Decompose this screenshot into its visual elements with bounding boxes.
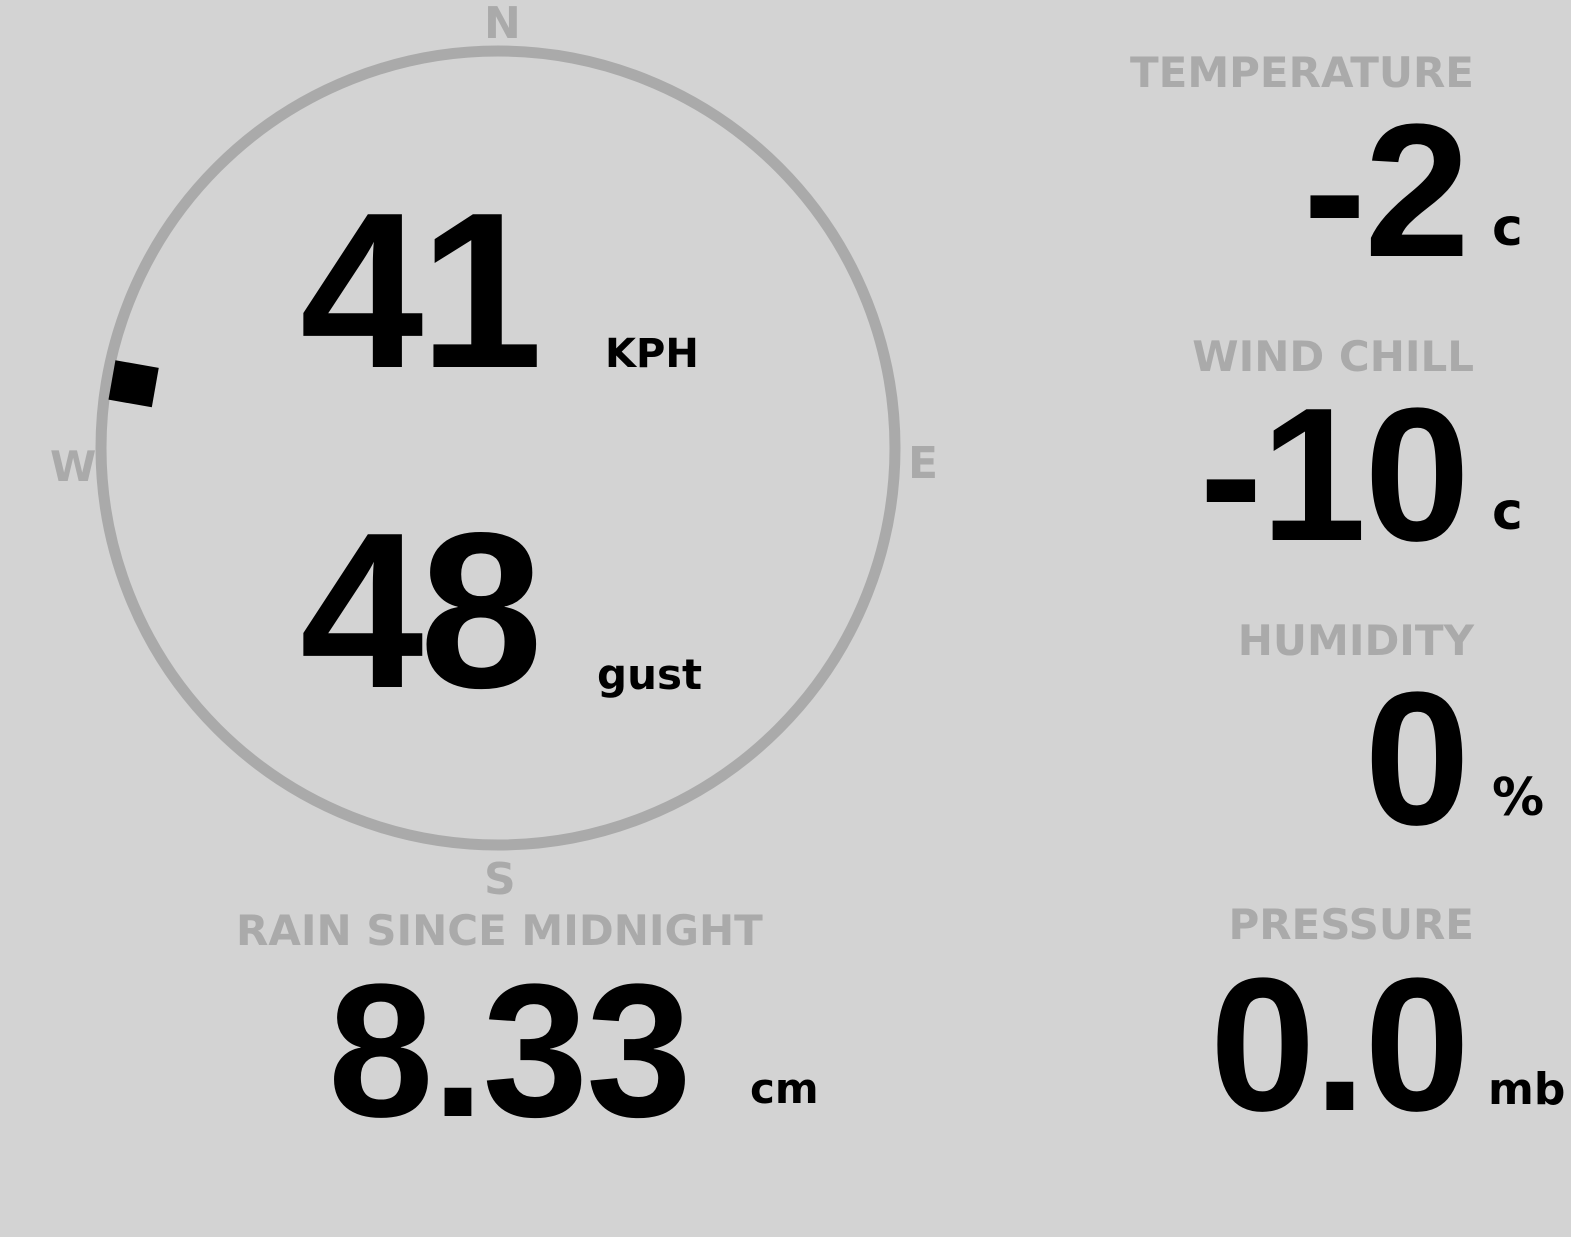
compass-north-label: N: [484, 0, 521, 49]
pressure-label: PRESSURE: [1228, 900, 1474, 949]
temperature-value: -2: [1303, 85, 1470, 297]
wind-chill-label: WIND CHILL: [1192, 332, 1474, 381]
wind-compass: [95, 45, 901, 851]
wind-chill-unit: c: [1492, 482, 1523, 542]
pressure-unit: mb: [1488, 1064, 1566, 1115]
wind-speed-unit: KPH: [605, 331, 699, 377]
wind-gust-unit: gust: [597, 650, 703, 699]
rain-label: RAIN SINCE MIDNIGHT: [236, 906, 763, 955]
wind-chill-value: -10: [1199, 369, 1470, 581]
humidity-unit: %: [1492, 768, 1545, 828]
humidity-value: 0: [1364, 653, 1470, 865]
pressure-value: 0.0: [1209, 939, 1470, 1151]
rain-unit: cm: [750, 1064, 819, 1113]
humidity-label: HUMIDITY: [1237, 616, 1474, 665]
wind-speed-value: 41: [300, 167, 543, 415]
compass-east-label: E: [908, 438, 939, 489]
temperature-unit: c: [1492, 198, 1523, 258]
compass-south-label: S: [484, 854, 516, 905]
wind-gust-value: 48: [300, 487, 543, 735]
wind-direction-marker: [108, 360, 159, 408]
compass-ring: [95, 45, 901, 851]
compass-west-label: W: [50, 442, 97, 491]
temperature-label: TEMPERATURE: [1130, 48, 1474, 97]
rain-value: 8.33: [328, 945, 692, 1157]
